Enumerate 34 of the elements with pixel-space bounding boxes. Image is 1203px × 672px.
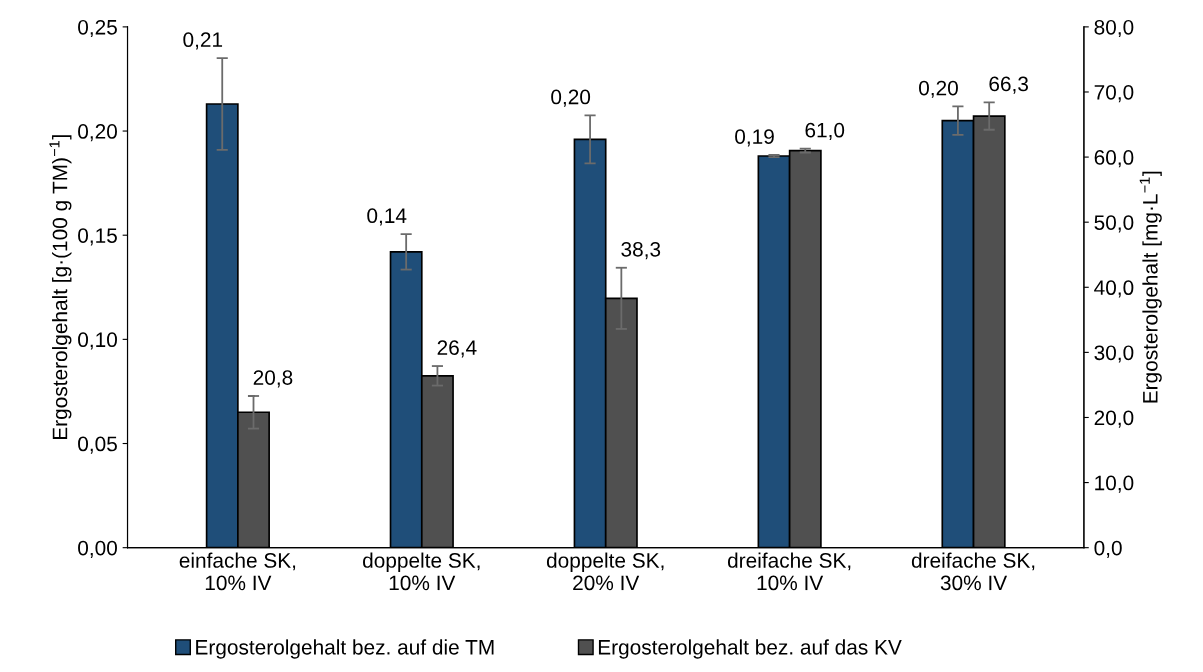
x-tick-label: doppelte SK, 10% IV [363,552,480,591]
y2-tick-label: 0,0 [1094,540,1122,558]
data-label: 20,8 [253,370,293,388]
y2-tick-label: 50,0 [1094,215,1134,233]
y2-tick-label: 40,0 [1094,280,1134,298]
data-label: 38,3 [621,241,661,260]
y2-tick-label: 30,0 [1094,345,1134,363]
y-tick-label: 0,05 [78,436,117,454]
y-axis-title: Ergosterolgehalt [g·(100 g TM)$^{−1}$] [49,135,72,440]
y2-tick-label: 80,0 [1094,19,1134,38]
data-label: 26,4 [437,340,477,358]
data-label: 0,21 [183,32,223,50]
x-tick-label: dreifache SK, 10% IV [727,552,851,591]
y2-tick-label: 10,0 [1095,475,1134,493]
y2-tick-label: 20,0 [1094,410,1134,428]
y2-axis-title: Ergosterolgehalt [mg·L$^{−1}$] [1139,171,1162,403]
y-tick-label: 0,10 [78,332,117,350]
y2-tick-label: 60,0 [1094,150,1134,168]
y-tick-label: 0,20 [78,124,117,142]
legend-label: Ergosterolgehalt bez. auf das KV [598,639,902,659]
x-tick-label: dreifache SK, 30% IV [911,552,1035,591]
x-tick-label: doppelte SK, 20% IV [546,552,664,591]
y2-tick-label: 70,0 [1094,84,1134,103]
x-tick-label: einfache SK, 10% IV [179,552,296,591]
y-tick-label: 0,25 [78,19,117,38]
data-label: 61,0 [805,122,845,141]
legend-label: Ergosterolgehalt bez. auf die TM [196,639,494,659]
y-tick-label: 0,00 [78,540,117,558]
y-tick-label: 0,15 [78,228,117,246]
data-label: 66,3 [989,76,1028,94]
data-label: 0,14 [367,208,407,226]
data-label: 0,19 [735,129,774,147]
data-label: 0,20 [551,89,591,107]
data-label: 0,20 [919,80,958,98]
